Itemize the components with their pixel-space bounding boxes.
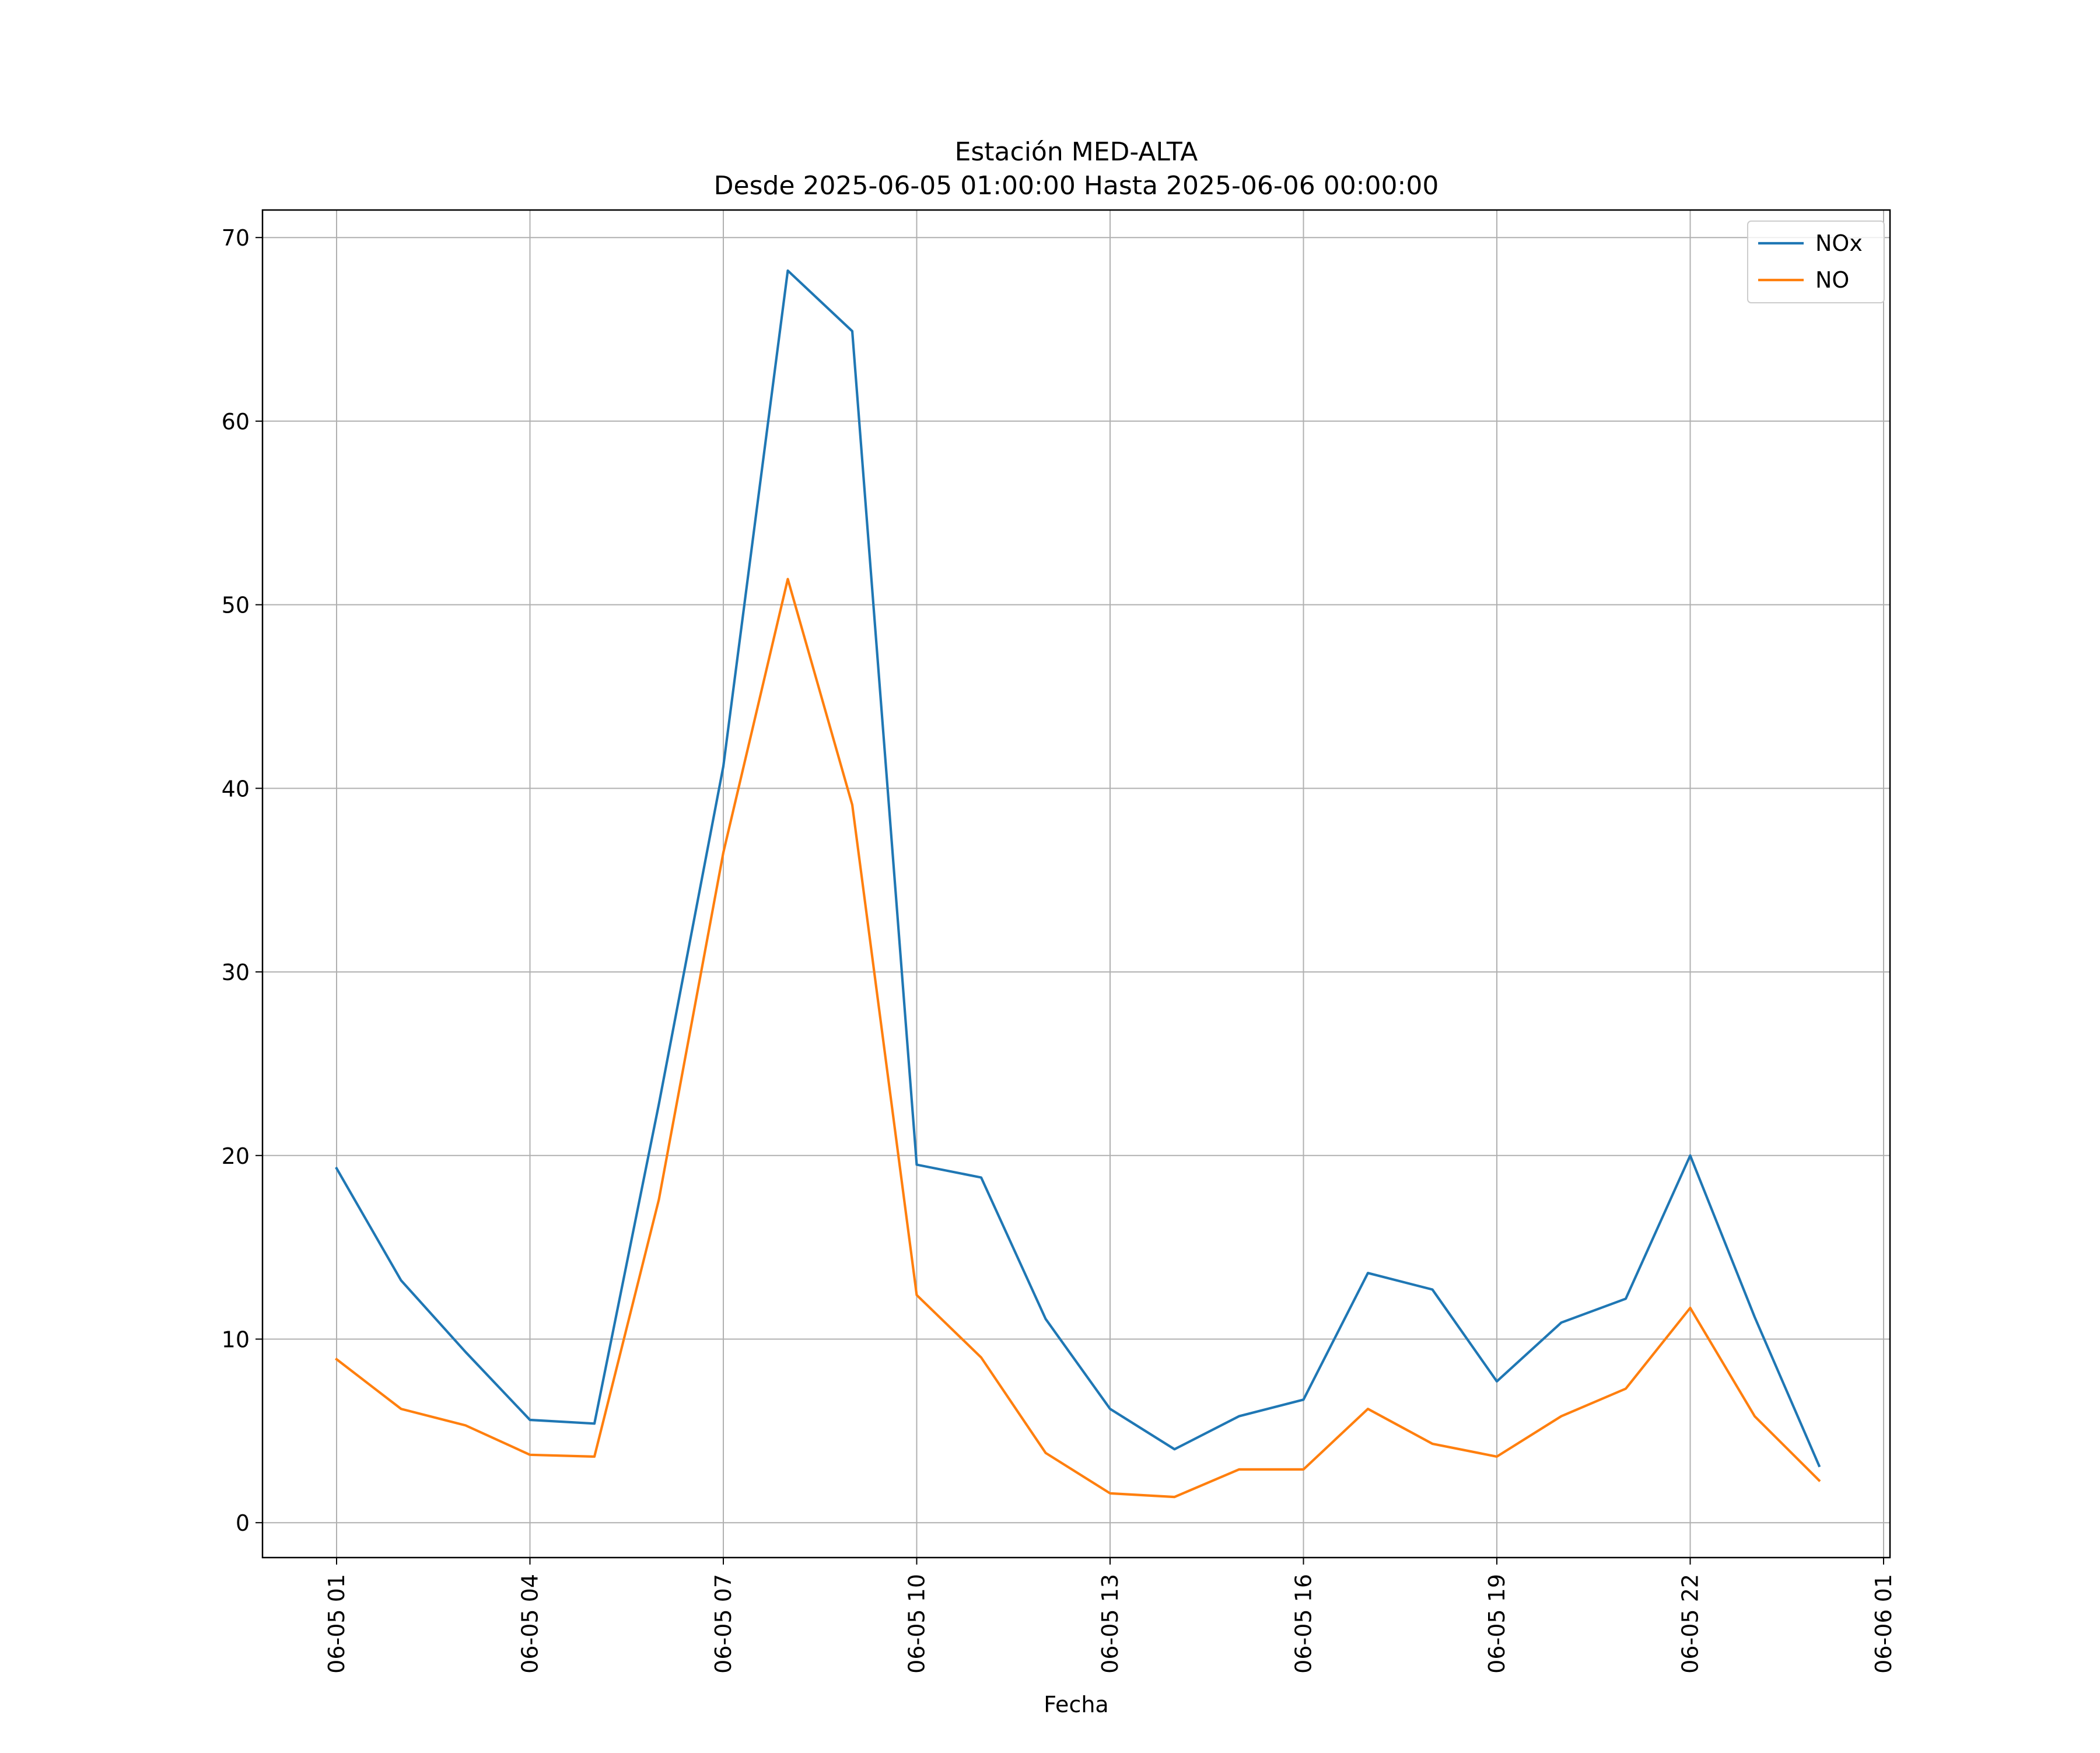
series-line-nox <box>335 269 1821 1468</box>
legend-label-no: NO <box>1815 267 1849 293</box>
x-tick-label: 06-05 13 <box>1097 1574 1123 1674</box>
legend: NOx NO <box>1747 221 1885 303</box>
series-lines <box>335 269 1821 1499</box>
x-tick-label: 06-05 07 <box>710 1574 736 1674</box>
chart-subtitle: Desde 2025-06-05 01:00:00 Hasta 2025-06-… <box>714 171 1439 201</box>
x-tick-label: 06-05 10 <box>904 1574 930 1674</box>
series-line-no <box>335 578 1821 1499</box>
y-tick-label: 50 <box>222 593 250 618</box>
y-tick-label: 60 <box>222 409 250 435</box>
y-tick-label: 40 <box>222 776 250 802</box>
x-axis-label: Fecha <box>1044 1692 1108 1717</box>
y-tick-label: 10 <box>222 1327 250 1352</box>
y-tick-label: 0 <box>236 1510 250 1536</box>
legend-label-nox: NOx <box>1815 230 1863 256</box>
x-tick-label: 06-05 01 <box>324 1574 349 1674</box>
x-tick-label: 06-05 16 <box>1291 1574 1317 1674</box>
y-tick-label: 30 <box>222 960 250 985</box>
x-tick-label: 06-05 04 <box>517 1574 543 1674</box>
chart-title: Estación MED-ALTA <box>955 137 1198 167</box>
legend-box <box>1747 221 1885 303</box>
y-tick-label: 70 <box>222 225 250 251</box>
x-tick-label: 06-06 01 <box>1871 1574 1896 1674</box>
plot-area-frame <box>261 209 1891 1559</box>
x-tick-label: 06-05 19 <box>1484 1574 1510 1674</box>
x-tick-label: 06-05 22 <box>1678 1574 1703 1674</box>
grid-lines <box>262 210 1890 1558</box>
axes: 0 10 20 30 40 50 60 70 06-05 01 06-05 04 06-05 07 0… <box>222 225 1896 1674</box>
y-tick-label: 20 <box>222 1143 250 1169</box>
